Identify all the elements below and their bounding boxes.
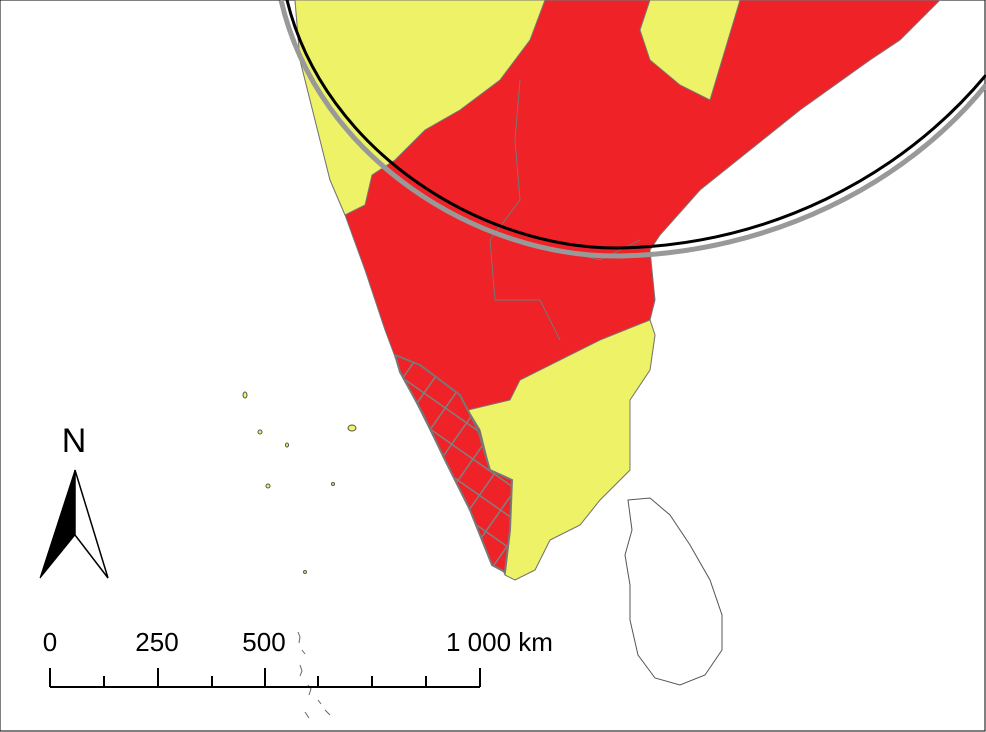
north-arrow [74,469,109,579]
inset-circle [278,0,986,259]
atolls [297,631,331,719]
scale-label: 250 [135,627,178,657]
scale-label: 500 [242,627,285,657]
scale-label: 0 [43,627,57,657]
yellow-region [639,0,741,101]
yellow-region [467,319,656,581]
scale-bar [49,668,481,688]
inset-circle [285,0,986,250]
hatched-region [393,353,514,574]
scale-label: 1 000 km [446,627,553,657]
island [624,497,723,686]
north-label: N [62,422,87,460]
islands [242,391,357,574]
